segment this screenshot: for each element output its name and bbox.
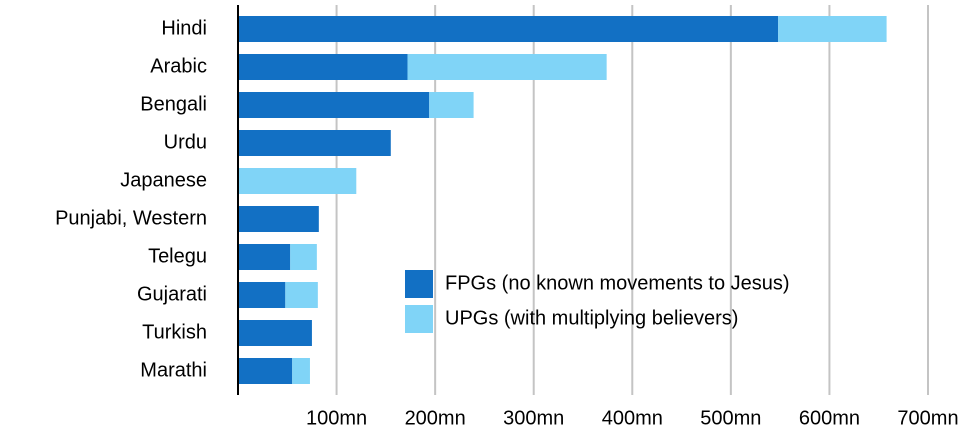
bar-segment (238, 320, 312, 346)
y-tick-label: Bengali (140, 93, 207, 115)
y-tick-label: Telegu (148, 245, 207, 267)
bar-segment (238, 244, 291, 270)
legend-swatch (405, 270, 433, 298)
bar-segment (292, 358, 310, 384)
bar-segment (285, 282, 318, 308)
y-tick-label: Japanese (120, 169, 207, 191)
x-tick-label: 300mn (503, 407, 564, 429)
bar-segment (238, 16, 779, 42)
y-tick-label: Punjabi, Western (55, 207, 207, 229)
bar-segment (407, 54, 607, 80)
y-tick-label: Hindi (161, 17, 207, 39)
bar-segment (238, 92, 430, 118)
x-tick-label: 600mn (799, 407, 860, 429)
bar-segment (238, 168, 357, 194)
x-tick-label: 500mn (700, 407, 761, 429)
bar-segment (238, 282, 286, 308)
x-tick-label: 200mn (405, 407, 466, 429)
legend-swatch (405, 305, 433, 333)
y-tick-label: Marathi (140, 359, 207, 381)
x-tick-label: 700mn (897, 407, 958, 429)
x-tick-label: 100mn (306, 407, 367, 429)
y-tick-label: Gujarati (137, 283, 207, 305)
bar-segment (238, 54, 408, 80)
y-tick-label: Arabic (150, 55, 207, 77)
bar-segment (238, 206, 319, 232)
y-tick-label: Urdu (164, 131, 207, 153)
legend-label: FPGs (no known movements to Jesus) (445, 272, 790, 294)
x-tick-label: 400mn (602, 407, 663, 429)
bar-segment (238, 358, 293, 384)
y-tick-label: Turkish (142, 321, 207, 343)
bar-segment (429, 92, 474, 118)
bar-segment (290, 244, 317, 270)
bar-segment (238, 130, 391, 156)
bar-segment (778, 16, 887, 42)
legend-label: UPGs (with multiplying believers) (445, 307, 738, 329)
